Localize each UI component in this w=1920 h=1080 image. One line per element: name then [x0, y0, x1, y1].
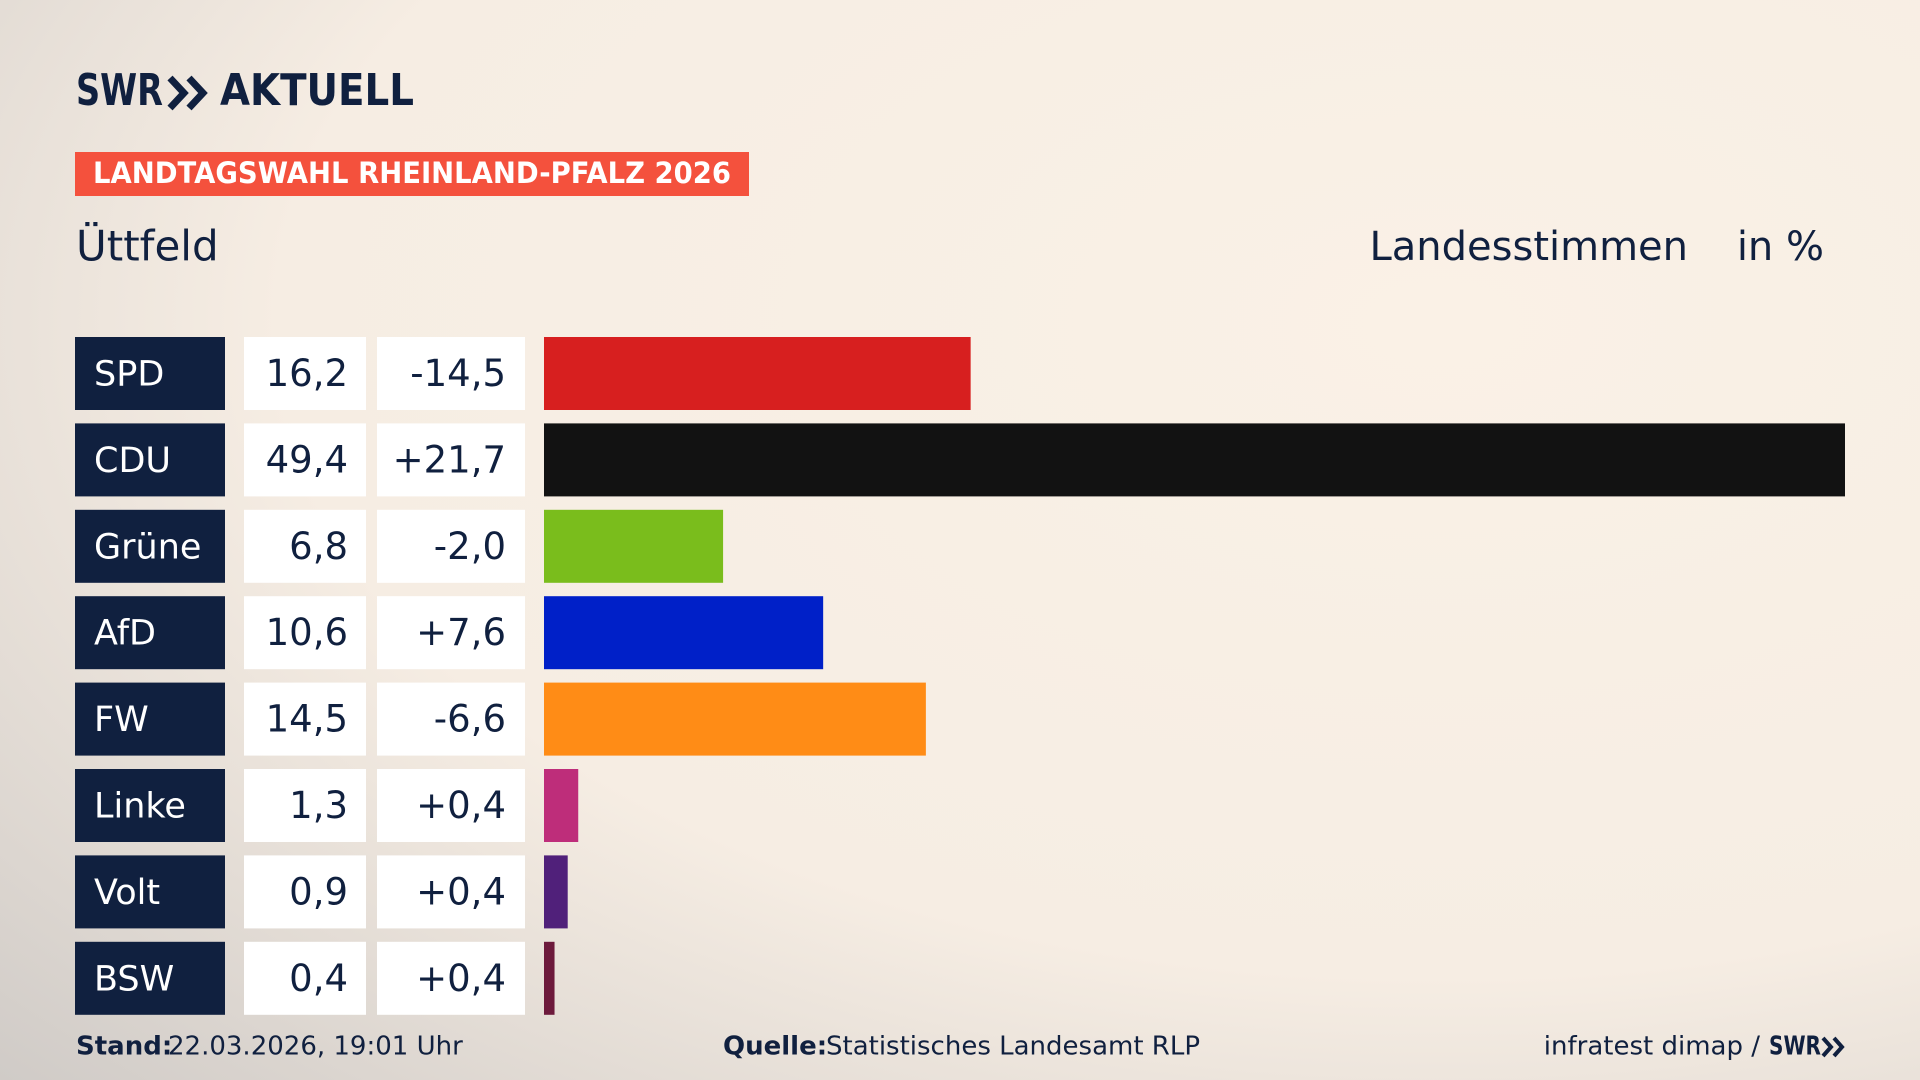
change-box	[377, 337, 525, 410]
party-label: AfD	[94, 614, 156, 654]
party-label: BSW	[94, 959, 174, 999]
change-label: -6,6	[434, 698, 506, 741]
value-label: 16,2	[266, 352, 348, 395]
credit-brand: SWR	[1769, 1032, 1821, 1062]
value-label: 0,4	[289, 957, 348, 1000]
value-box	[244, 509, 366, 583]
party-box	[75, 682, 225, 756]
value-label: 14,5	[266, 698, 348, 741]
stand: 22.03.2026, 19:01 Uhr	[168, 1032, 463, 1062]
credit: infratest dimap /	[1544, 1032, 1760, 1062]
value-box	[244, 337, 366, 410]
chart-title: Üttfeld	[76, 221, 219, 271]
badge-bg	[75, 152, 749, 196]
change-box	[377, 855, 525, 929]
party-box	[75, 337, 225, 410]
value-box	[244, 769, 366, 842]
value-box	[244, 855, 366, 929]
badge: LANDTAGSWAHL RHEINLAND-PFALZ 2026	[93, 156, 731, 190]
change-box	[377, 423, 525, 497]
party-label: FW	[94, 700, 149, 740]
party-box	[75, 941, 225, 1015]
value-box	[244, 423, 366, 497]
brand-chevrons	[167, 75, 208, 111]
unit: in %	[1737, 224, 1824, 270]
change-label: -2,0	[434, 525, 506, 568]
change-box	[377, 509, 525, 583]
party-box	[75, 769, 225, 842]
bar	[544, 596, 824, 670]
bar	[544, 682, 926, 756]
value-box	[244, 941, 366, 1015]
bar	[544, 855, 568, 929]
value-label: 6,8	[289, 525, 348, 568]
party-box	[75, 855, 225, 929]
value-box	[244, 682, 366, 756]
party-label: CDU	[94, 441, 171, 481]
party-label: SPD	[94, 355, 164, 395]
party-label: Grüne	[94, 527, 201, 567]
bar	[544, 509, 724, 583]
value-label: 10,6	[266, 611, 348, 654]
party-box	[75, 509, 225, 583]
change-box	[377, 769, 525, 842]
brand: SWR	[76, 65, 163, 116]
value-box	[244, 596, 366, 670]
value-label: 49,4	[266, 438, 348, 481]
change-label: +0,4	[416, 870, 506, 913]
party-box	[75, 423, 225, 497]
change-label: -14,5	[410, 352, 506, 395]
source: Statistisches Landesamt RLP	[826, 1032, 1200, 1062]
stand-label: Stand:	[76, 1032, 172, 1062]
value-label: 1,3	[289, 784, 348, 827]
credit-chevrons	[1821, 1036, 1845, 1058]
change-label: +0,4	[416, 784, 506, 827]
party-box	[75, 596, 225, 670]
bar	[544, 423, 1845, 497]
bar	[544, 337, 971, 410]
value-label: 0,9	[289, 870, 348, 913]
measure: Landesstimmen	[1369, 224, 1688, 270]
change-label: +7,6	[416, 611, 506, 654]
party-label: Linke	[94, 787, 186, 827]
bar	[544, 769, 579, 842]
change-box	[377, 941, 525, 1015]
change-box	[377, 682, 525, 756]
party-label: Volt	[94, 873, 160, 913]
bar	[544, 941, 555, 1015]
change-label: +0,4	[416, 957, 506, 1000]
source-label: Quelle:	[723, 1032, 827, 1062]
change-label: +21,7	[393, 438, 506, 481]
change-box	[377, 596, 525, 670]
brand-section: AKTUELL	[220, 65, 414, 116]
